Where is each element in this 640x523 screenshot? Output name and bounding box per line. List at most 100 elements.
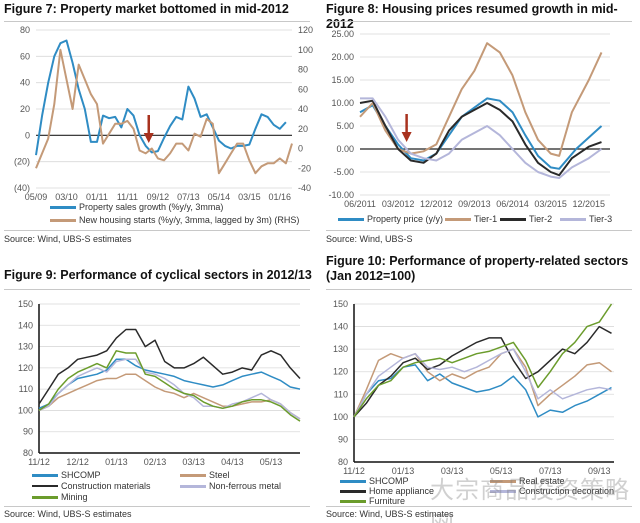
- x-tick-label: 06/2014: [496, 199, 529, 209]
- x-tick-label: 05/14: [208, 192, 231, 202]
- legend-item-sales: Property sales growth (%y/y, 3mma): [50, 202, 223, 212]
- x-tick-label: 11/12: [343, 466, 365, 476]
- legend-label: Construction decoration: [519, 486, 615, 496]
- y-tick-label: 40: [20, 78, 30, 88]
- y-tick-label: 25.00: [331, 29, 354, 39]
- x-tick-label: 05/13: [490, 466, 513, 476]
- divider: [326, 230, 632, 231]
- divider: [4, 230, 310, 231]
- y-tick-label: 80: [23, 448, 33, 458]
- y2-tick-label: 80: [298, 65, 308, 75]
- legend-label: Steel: [209, 470, 230, 480]
- y-tick-label: 90: [23, 427, 33, 437]
- y-tick-label: 100: [333, 412, 348, 422]
- y2-tick-label: 100: [298, 45, 313, 55]
- x-tick-label: 05/09: [25, 192, 48, 202]
- x-tick-label: 03/13: [182, 457, 205, 467]
- series-line-furniture: [353, 303, 613, 418]
- legend-item-tier1: Tier-1: [445, 214, 497, 224]
- legend-label: SHCOMP: [61, 470, 101, 480]
- x-tick-label: 03/2015: [534, 199, 567, 209]
- figure7-source: Source: Wind, UBS-S estimates: [4, 234, 132, 244]
- figure8-title: Figure 8: Housing prices resumed growth …: [326, 2, 618, 31]
- y-tick-label: 140: [18, 320, 33, 330]
- y-tick-label: 15.00: [331, 75, 354, 85]
- legend-item-furniture: Furniture: [340, 496, 405, 506]
- y2-tick-label: 60: [298, 84, 308, 94]
- legend-label: Property sales growth (%y/y, 3mma): [79, 202, 224, 212]
- legend-item-steel: Steel: [180, 470, 230, 480]
- y-tick-label: 100: [18, 405, 33, 415]
- y-tick-label: 80: [338, 457, 348, 467]
- divider: [4, 289, 310, 290]
- figure9-title: Figure 9: Performance of cyclical sector…: [4, 268, 312, 282]
- y-tick-label: 90: [338, 434, 348, 444]
- watermark: 大宗商品投资策略网: [430, 477, 630, 523]
- x-tick-label: 03/2012: [382, 199, 415, 209]
- figure7-title: Figure 7: Property market bottomed in mi…: [4, 2, 289, 16]
- y-tick-label: 120: [333, 367, 348, 377]
- series-line-construction-decoration: [353, 348, 612, 418]
- legend-item-construction-decoration: Construction decoration: [490, 486, 614, 496]
- series-line-tier-1: [359, 42, 603, 157]
- x-tick-label: 06/2011: [344, 199, 376, 209]
- legend-item-home-appliance: Home appliance: [340, 486, 434, 496]
- y-tick-label: 150: [333, 299, 348, 309]
- y-tick-label: 150: [18, 299, 33, 309]
- legend-item-property-price: Property price (y/y): [338, 214, 443, 224]
- x-tick-label: 07/13: [539, 466, 562, 476]
- x-tick-label: 01/11: [86, 192, 108, 202]
- series-line-tier-2: [359, 99, 602, 177]
- figure10-source: Source: Wind, UBS-S estimates: [326, 509, 454, 519]
- x-tick-label: 03/10: [55, 192, 78, 202]
- legend-item-real-estate: Real estate: [490, 476, 565, 486]
- x-tick-label: 03/13: [441, 466, 464, 476]
- y-tick-label: 60: [20, 51, 30, 61]
- series-line-non-ferrous-metal: [38, 358, 301, 420]
- legend-label: Home appliance: [369, 486, 435, 496]
- legend-label: Construction materials: [61, 481, 151, 491]
- legend-label: Mining: [61, 492, 88, 502]
- y2-tick-label: -20: [298, 163, 311, 173]
- x-tick-label: 11/11: [117, 192, 138, 202]
- series-line-property-price-y-y: [359, 97, 603, 170]
- y-tick-label: 130: [333, 344, 348, 354]
- y-tick-label: 120: [18, 363, 33, 373]
- y-tick-label: (20): [14, 157, 30, 167]
- y-tick-label: (40): [14, 183, 30, 193]
- x-tick-label: 09/12: [147, 192, 170, 202]
- y2-tick-label: 0: [298, 144, 303, 154]
- legend-item-shcomp: SHCOMP: [32, 470, 101, 480]
- y-tick-label: 80: [20, 25, 30, 35]
- figure9-source: Source: Wind, UBS-S estimates: [4, 509, 132, 519]
- series-line-shcomp: [353, 364, 612, 418]
- arrow-head-icon: [401, 132, 412, 142]
- series-line-real-estate: [353, 348, 612, 418]
- y-tick-label: -10.00: [328, 190, 354, 200]
- legend-label: Tier-1: [474, 214, 498, 224]
- x-tick-label: 09/2013: [458, 199, 491, 209]
- legend-item-nonferrous: Non-ferrous metal: [180, 481, 281, 491]
- legend-label: SHCOMP: [369, 476, 409, 486]
- y-tick-label: -5.00: [333, 167, 354, 177]
- series-line-new-housing-starts-y-y-3mma-lagged-by-3m-rhs: [35, 48, 293, 175]
- legend-label: Non-ferrous metal: [209, 481, 282, 491]
- y-tick-label: 130: [18, 342, 33, 352]
- x-tick-label: 01/16: [269, 192, 292, 202]
- y2-tick-label: 20: [298, 124, 308, 134]
- legend-item-construction: Construction materials: [32, 481, 151, 491]
- divider: [4, 506, 310, 507]
- series-line-home-appliance: [353, 325, 612, 418]
- series-line-construction-materials: [38, 328, 301, 405]
- arrow-head-icon: [143, 133, 154, 143]
- x-tick-label: 12/12: [66, 457, 89, 467]
- figure10-subtitle: (Jan 2012=100): [326, 269, 416, 283]
- legend-item-tier2: Tier-2: [500, 214, 552, 224]
- series-line-mining: [38, 350, 301, 422]
- x-tick-label: 11/12: [28, 457, 50, 467]
- legend-label: Tier-2: [529, 214, 553, 224]
- y2-tick-label: 120: [298, 25, 313, 35]
- divider: [4, 21, 310, 22]
- y-tick-label: 5.00: [336, 121, 354, 131]
